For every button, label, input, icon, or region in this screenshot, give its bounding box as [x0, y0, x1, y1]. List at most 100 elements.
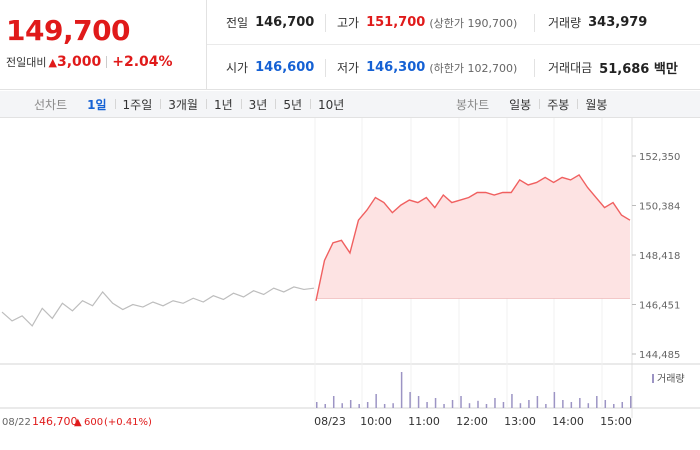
- volume-bar: [375, 394, 377, 408]
- volume-bar: [587, 403, 590, 408]
- open-cell: 시가 146,600: [226, 45, 314, 90]
- x-tick-label: 15:00: [600, 415, 632, 428]
- prev-day-arrow: ▲: [74, 417, 82, 428]
- tab-1week[interactable]: 1주일: [114, 96, 161, 113]
- volume-bar: [621, 402, 624, 408]
- volume-bar: [426, 402, 428, 408]
- volume-bar: [545, 404, 547, 408]
- x-axis: 08/23 10:00 11:00 12:00 13:00 14:00 15:00: [314, 415, 632, 428]
- change-label: 전일대비: [6, 56, 47, 69]
- volume-bar: [570, 402, 573, 408]
- volume-bar: [392, 403, 394, 408]
- tab-daily-candle[interactable]: 일봉: [509, 98, 532, 112]
- y-tick-label: 152,350: [639, 152, 680, 163]
- quote-header: 149,700 전일대비 ▲ 3,000 +2.04% 전일 146,700 고…: [0, 0, 700, 90]
- x-tick-label: 14:00: [552, 415, 584, 428]
- info-row: 시가 146,600 저가 146,300 (하한가 102,700) 거래대금…: [207, 45, 700, 90]
- high-cell: 고가 151,700 (상한가 190,700): [337, 0, 517, 45]
- volume-bar: [434, 398, 437, 408]
- tab-1day[interactable]: 1일: [87, 98, 107, 112]
- volume-bar: [528, 400, 530, 408]
- volume-bar: [613, 404, 615, 408]
- volume-bar: [358, 404, 360, 408]
- line-chart-tabs: 선차트 1일 1주일 3개월 1년 3년 5년 10년: [34, 91, 352, 118]
- prev-day-series: [1, 286, 315, 327]
- prev-close-value: 146,700: [255, 15, 315, 30]
- volume-bar: [341, 403, 343, 408]
- volume-bar: [417, 396, 420, 408]
- low-label: 저가: [337, 61, 360, 75]
- price-chart-svg: 152,350 150,384 148,418 146,451 144,485 08/2…: [0, 118, 700, 428]
- volume-value: 343,979: [588, 15, 648, 30]
- volume-bar: [536, 396, 539, 408]
- x-tick-label: 08/23: [314, 415, 346, 428]
- low-value: 146,300: [366, 60, 426, 75]
- volume-legend-swatch: [652, 374, 654, 383]
- divider: [534, 59, 535, 77]
- y-tick-label: 150,384: [639, 201, 680, 212]
- quote-info-grid: 전일 146,700 고가 151,700 (상한가 190,700) 거래량 …: [207, 0, 700, 90]
- y-tick-label: 148,418: [639, 251, 680, 262]
- info-row: 전일 146,700 고가 151,700 (상한가 190,700) 거래량 …: [207, 0, 700, 45]
- tab-monthly-candle[interactable]: 월봉: [577, 96, 615, 113]
- change-row: 전일대비 ▲ 3,000 +2.04%: [6, 54, 173, 70]
- price-box: 149,700 전일대비 ▲ 3,000 +2.04%: [0, 0, 207, 90]
- chart-tab-bar: 선차트 1일 1주일 3개월 1년 3년 5년 10년 봉차트 일봉 주봉 월봉: [0, 91, 700, 118]
- lower-limit: (하한가 102,700): [429, 61, 518, 75]
- tab-5year[interactable]: 5년: [275, 96, 310, 113]
- prev-close-label: 전일: [226, 16, 249, 30]
- volume-bar: [409, 392, 411, 408]
- upper-limit: (상한가 190,700): [429, 16, 518, 30]
- change-percent: +2.04%: [112, 54, 173, 70]
- tab-1year[interactable]: 1년: [205, 96, 241, 113]
- amount-cell: 거래대금 51,686 백만: [548, 45, 678, 90]
- divider: [325, 14, 326, 32]
- volume-bar: [604, 400, 607, 408]
- volume-bar: [494, 398, 496, 408]
- volume-bar: [502, 402, 505, 408]
- volume-bar: [468, 403, 471, 408]
- volume-cell: 거래량 343,979: [548, 0, 647, 45]
- x-tick-label: 11:00: [408, 415, 440, 428]
- x-tick-label: 10:00: [360, 415, 392, 428]
- volume-bar: [477, 400, 479, 408]
- volume-bar: [562, 400, 564, 408]
- y-axis: 152,350 150,384 148,418 146,451 144,485: [632, 152, 680, 361]
- volume-bar: [332, 396, 335, 408]
- prev-day-change: 600: [84, 417, 103, 428]
- high-value: 151,700: [366, 15, 426, 30]
- volume-bar: [579, 398, 581, 408]
- price-chart[interactable]: 152,350 150,384 148,418 146,451 144,485 08/2…: [0, 118, 700, 450]
- tab-3month[interactable]: 3개월: [160, 96, 206, 113]
- volume-bar: [596, 396, 598, 408]
- y-tick-label: 144,485: [639, 350, 680, 361]
- amount-label: 거래대금: [548, 61, 593, 75]
- today-series: [315, 173, 631, 301]
- divider: [106, 56, 108, 68]
- x-tick-label: 13:00: [504, 415, 536, 428]
- volume-legend: 거래량: [652, 373, 685, 385]
- volume-label: 거래량: [548, 16, 582, 30]
- tab-10year[interactable]: 10년: [310, 96, 352, 113]
- candle-chart-label: 봉차트: [456, 98, 490, 112]
- candle-chart-tabs: 봉차트 일봉 주봉 월봉: [456, 91, 615, 118]
- volume-bar: [519, 403, 522, 408]
- prev-day-label: 08/22 146,700▲ 600 (+0.41%): [2, 415, 152, 428]
- volume-bar: [349, 400, 352, 408]
- current-price: 149,700: [6, 14, 131, 47]
- tab-3year[interactable]: 3년: [240, 96, 276, 113]
- volume-bars: [316, 372, 632, 408]
- y-tick-label: 146,451: [639, 301, 680, 312]
- prev-day-date: 08/22: [2, 417, 31, 428]
- volume-bar: [400, 372, 403, 408]
- change-value: 3,000: [56, 54, 102, 70]
- prev-close-cell: 전일 146,700: [226, 0, 314, 45]
- volume-bar: [316, 402, 318, 408]
- high-label: 고가: [337, 16, 360, 30]
- x-tick-label: 12:00: [456, 415, 488, 428]
- open-label: 시가: [226, 61, 249, 75]
- tab-weekly-candle[interactable]: 주봉: [539, 96, 577, 113]
- prev-day-pct: (+0.41%): [104, 417, 152, 428]
- prev-day-price: 146,700: [32, 415, 78, 428]
- volume-bar: [366, 402, 369, 408]
